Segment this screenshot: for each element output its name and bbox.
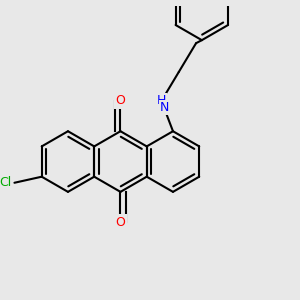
Text: O: O [116, 94, 125, 107]
Text: N: N [160, 101, 170, 114]
Text: H: H [157, 94, 166, 107]
Text: O: O [116, 216, 125, 229]
Text: Cl: Cl [0, 176, 11, 189]
